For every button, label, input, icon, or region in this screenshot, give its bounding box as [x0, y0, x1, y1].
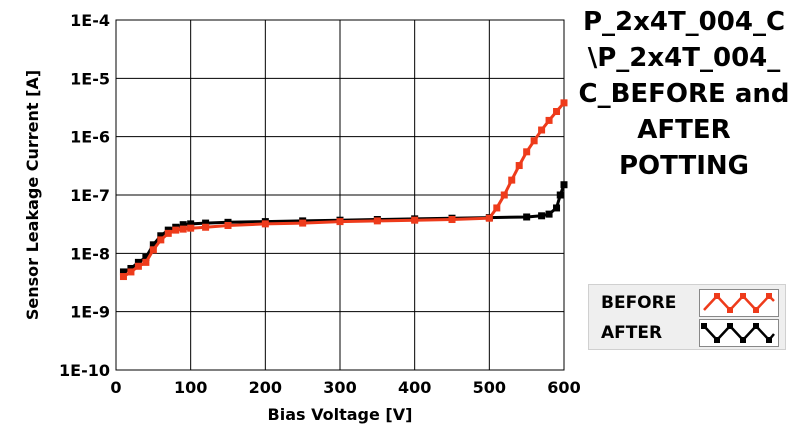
data-point-before: [500, 191, 508, 199]
legend-swatch-marker: [740, 337, 746, 343]
chart-title-line-2: \P_2x4T_004_: [587, 43, 781, 73]
data-point-after: [202, 219, 210, 227]
data-point-before: [127, 268, 135, 276]
data-point-before: [545, 116, 553, 124]
data-point-before: [134, 262, 142, 270]
data-point-before: [560, 99, 568, 107]
data-point-after: [523, 213, 531, 221]
y-tick-label: 1E-9: [70, 303, 110, 322]
data-point-before: [157, 236, 165, 244]
data-point-before: [538, 126, 546, 134]
legend-swatch-marker: [714, 337, 720, 343]
data-point-before: [224, 222, 232, 230]
legend-item-before[interactable]: BEFORE: [595, 289, 783, 317]
legend-swatch-marker: [766, 293, 772, 299]
data-point-before: [149, 246, 157, 254]
y-tick-label: 1E-10: [59, 361, 110, 380]
data-point-after: [560, 181, 568, 189]
y-tick-label: 1E-7: [70, 186, 110, 205]
legend-label-before: BEFORE: [601, 293, 677, 313]
x-tick-label: 600: [547, 378, 580, 397]
legend-swatch-marker: [714, 293, 720, 299]
data-point-before: [530, 137, 538, 145]
chart-title-line-5: POTTING: [619, 151, 749, 181]
chart-title-line-3: C_BEFORE and: [578, 79, 790, 109]
data-point-after: [553, 204, 561, 212]
data-point-before: [508, 176, 516, 184]
data-point-before: [179, 225, 187, 233]
legend-swatch-marker: [766, 337, 772, 343]
data-point-before: [485, 214, 493, 222]
legend-swatch-marker: [701, 323, 707, 329]
y-tick-label: 1E-5: [70, 69, 110, 88]
legend-item-after[interactable]: AFTER: [595, 319, 783, 347]
data-point-after: [142, 253, 150, 261]
data-point-before: [261, 220, 269, 228]
data-point-before: [119, 273, 127, 281]
data-point-before: [299, 219, 307, 227]
chart-title-line-4: AFTER: [637, 115, 731, 145]
data-point-before: [373, 217, 381, 225]
legend-swatch-before: [699, 289, 779, 317]
data-point-after: [157, 232, 165, 240]
legend-swatch-marker: [753, 323, 759, 329]
data-point-before: [448, 216, 456, 224]
legend-label-after: AFTER: [601, 323, 663, 343]
data-point-after: [556, 191, 564, 199]
legend-swatch-after: [699, 319, 779, 347]
x-tick-label: 0: [110, 378, 121, 397]
data-point-before: [553, 108, 561, 116]
data-point-before: [515, 162, 523, 170]
data-point-after: [187, 220, 195, 228]
x-tick-label: 200: [249, 378, 282, 397]
data-point-after: [119, 268, 127, 276]
data-point-after: [179, 221, 187, 229]
data-point-after: [538, 212, 546, 220]
data-point-after: [545, 210, 553, 218]
chart-title-line-1: P_2x4T_004_C: [582, 7, 786, 37]
x-tick-label: 300: [323, 378, 356, 397]
x-tick-label: 100: [174, 378, 207, 397]
data-point-before: [493, 204, 501, 212]
data-point-before: [142, 258, 150, 266]
data-point-before: [523, 148, 531, 156]
chart-title: P_2x4T_004_C \P_2x4T_004_ C_BEFORE and A…: [566, 4, 802, 184]
x-tick-label: 500: [473, 378, 506, 397]
legend: BEFORE AFTER: [588, 284, 786, 350]
data-point-after: [149, 241, 157, 249]
data-point-before: [202, 223, 210, 231]
legend-swatch-marker: [727, 307, 733, 313]
data-point-before: [164, 229, 172, 237]
y-tick-label: 1E-6: [70, 128, 110, 147]
data-point-before: [187, 224, 195, 232]
y-tick-label: 1E-4: [70, 11, 110, 30]
y-tick-label: 1E-8: [70, 244, 110, 263]
legend-swatch-marker: [753, 307, 759, 313]
legend-swatch-marker: [727, 323, 733, 329]
y-axis-label: Sensor Leakage Current [A]: [23, 70, 42, 320]
x-axis-label: Bias Voltage [V]: [268, 405, 413, 424]
data-point-before: [411, 216, 419, 224]
data-point-before: [336, 218, 344, 226]
x-tick-label: 400: [398, 378, 431, 397]
legend-swatch-marker: [740, 293, 746, 299]
data-point-after: [134, 258, 142, 266]
data-point-before: [172, 226, 180, 234]
